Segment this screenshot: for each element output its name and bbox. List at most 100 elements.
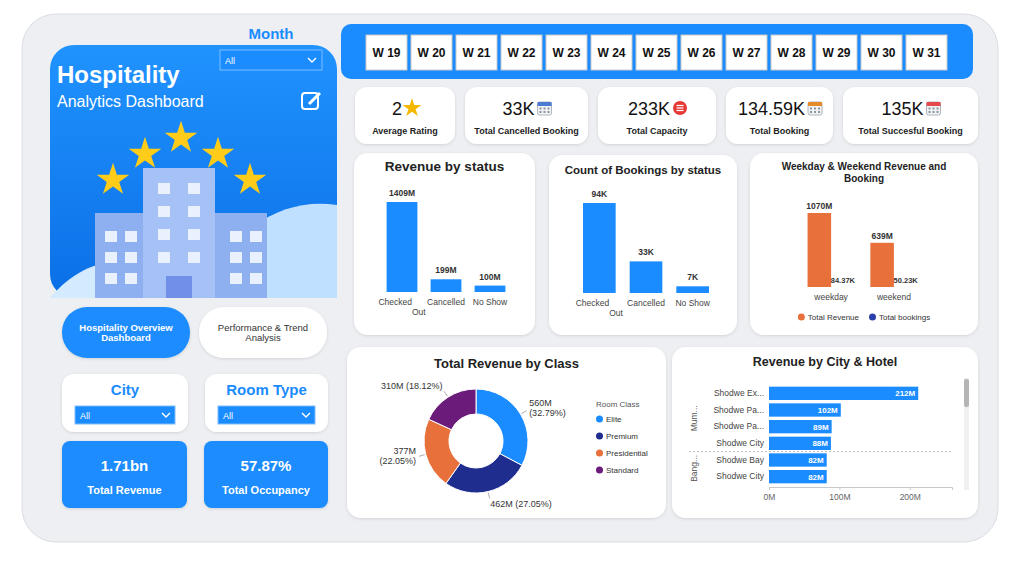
x-axis: CheckedOutCancelledNo Show	[576, 298, 711, 318]
chevron	[308, 58, 316, 62]
nav-label[interactable]: Performance & TrendAnalysis	[218, 322, 308, 344]
chart-card: Revenue by status1409M199M100MCheckedOut…	[354, 153, 535, 335]
week-button[interactable]	[771, 35, 812, 70]
week-label[interactable]: W 19	[372, 46, 400, 60]
month-filter[interactable]: MonthAll	[220, 25, 322, 70]
tick: CheckedOut	[378, 297, 426, 317]
chart-card: Revenue by City & Hotel212M102M89M88M82M…	[672, 347, 978, 518]
week-label[interactable]: W 29	[822, 46, 850, 60]
leader-line	[419, 455, 425, 457]
total-label: Total Occupancy	[222, 484, 311, 496]
window	[250, 273, 262, 284]
week-label[interactable]: W 28	[777, 46, 805, 60]
group-separator	[689, 451, 952, 452]
week-button[interactable]	[501, 35, 542, 70]
filter-label: Room Type	[226, 381, 307, 398]
icon-day	[814, 108, 816, 110]
icon-line	[677, 110, 684, 111]
data-label: 1070M	[806, 201, 832, 211]
data-label: 1409M	[389, 188, 415, 198]
week-button[interactable]	[546, 35, 587, 70]
filter-card[interactable]: Room TypeAll	[205, 374, 328, 432]
hero-title: Hospitality	[57, 61, 180, 88]
window	[158, 252, 170, 263]
bar	[769, 420, 832, 433]
kpi-bg	[355, 87, 455, 144]
week-label[interactable]: W 26	[687, 46, 715, 60]
icon-circle	[673, 101, 687, 115]
icon-day	[548, 111, 550, 113]
week-label[interactable]: W 22	[507, 46, 535, 60]
chart-card: Count of Bookings by status94K33K7KCheck…	[549, 155, 737, 335]
bar	[769, 470, 827, 483]
week-label[interactable]: W 23	[552, 46, 580, 60]
scrollbar[interactable]	[964, 378, 969, 490]
filter-card[interactable]: CityAll	[62, 374, 188, 432]
kpi-card: 233KTotal Capacity	[598, 87, 716, 144]
window	[125, 273, 137, 284]
tick-mark	[910, 487, 911, 490]
nav-label[interactable]: Hospitality OverviewDashboard	[79, 322, 173, 344]
tick-label: Shodwe City	[716, 471, 764, 481]
legend-swatch	[596, 416, 603, 423]
tick-mark	[839, 487, 840, 490]
window	[105, 273, 117, 284]
tick: Shodwe Bay	[716, 455, 764, 465]
kpi-label: Total Capacity	[627, 126, 688, 136]
chevron	[162, 413, 170, 417]
tick-label: Shodwe City	[716, 438, 764, 448]
week-label[interactable]: W 24	[597, 46, 625, 60]
star	[234, 163, 267, 194]
kpi-card: 33KTotal Cancelled Booking	[465, 87, 588, 144]
data-label: 94K	[592, 189, 608, 199]
legend-label: Standard	[606, 466, 638, 475]
tick: weekday	[813, 292, 848, 302]
week-button[interactable]	[726, 35, 767, 70]
text-line: Checked	[576, 298, 610, 308]
edit-icon[interactable]	[302, 93, 320, 109]
kpi-bg	[465, 87, 588, 144]
door	[166, 276, 192, 298]
window	[188, 252, 200, 263]
tick-label: CheckedOut	[378, 297, 426, 317]
scroll-thumb[interactable]	[964, 379, 969, 407]
week-button[interactable]	[636, 35, 677, 70]
legend-swatch	[596, 467, 603, 474]
week-button[interactable]	[411, 35, 452, 70]
week-button[interactable]	[861, 35, 902, 70]
dropdown[interactable]	[75, 406, 175, 424]
week-button[interactable]	[456, 35, 497, 70]
bar	[676, 286, 709, 293]
nav-bg[interactable]	[62, 307, 190, 358]
week-button[interactable]	[591, 35, 632, 70]
window	[158, 206, 170, 217]
data-label: 639M	[871, 231, 892, 241]
nav-button[interactable]: Hospitality OverviewDashboard	[62, 307, 190, 358]
window	[125, 231, 137, 242]
scroll-track[interactable]	[964, 378, 969, 490]
dashboard: HospitalityAnalytics DashboardMonthAllW …	[0, 0, 1023, 569]
week-button[interactable]	[816, 35, 857, 70]
week-label[interactable]: W 27	[732, 46, 760, 60]
week-label[interactable]: W 25	[642, 46, 670, 60]
main-panel	[22, 14, 998, 542]
chart-title: Count of Bookings by status	[565, 164, 722, 176]
dropdown[interactable]	[218, 406, 315, 424]
tick: No Show	[675, 298, 710, 308]
window	[188, 229, 200, 240]
week-label[interactable]: W 30	[867, 46, 895, 60]
week-button[interactable]	[681, 35, 722, 70]
filter-bg	[62, 374, 188, 432]
week-button[interactable]	[906, 35, 947, 70]
dropdown[interactable]	[220, 50, 322, 70]
nav-bg[interactable]	[199, 307, 327, 358]
week-label[interactable]: W 21	[462, 46, 490, 60]
icon-line	[677, 105, 684, 106]
window	[188, 206, 200, 217]
week-label[interactable]: W 20	[417, 46, 445, 60]
kpi-value: 33K	[502, 99, 534, 119]
nav-button[interactable]: Performance & TrendAnalysis	[199, 307, 327, 358]
icon-day	[937, 111, 939, 113]
week-label[interactable]: W 31	[912, 46, 940, 60]
week-button[interactable]	[366, 35, 407, 70]
